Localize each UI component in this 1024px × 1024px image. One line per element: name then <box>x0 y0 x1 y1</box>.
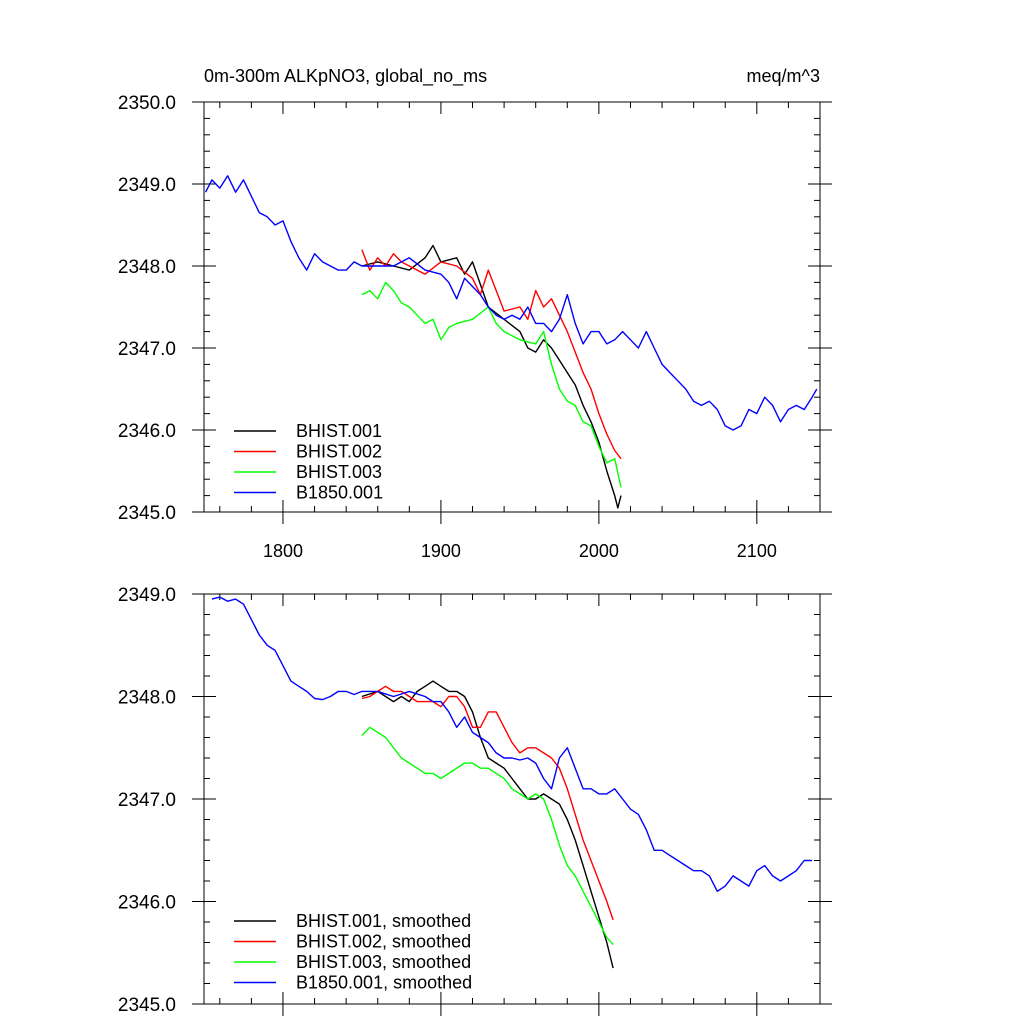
bottom-chart-frame <box>203 593 821 1005</box>
top-chart-frame <box>203 101 821 513</box>
top-chart-series-1 <box>361 244 622 509</box>
bottom-chart-series-3 <box>361 726 614 946</box>
bottom-chart-legend-label: BHIST.001, smoothed <box>296 911 471 931</box>
top-chart-legend-label: BHIST.001 <box>296 421 382 441</box>
bottom-chart-ytick-label: 2345.0 <box>118 995 176 1016</box>
top-chart-xtick-label: 1800 <box>263 541 303 561</box>
bottom-chart-legend-label: B1850.001, smoothed <box>296 973 472 993</box>
top-chart-title-right: meq/m^3 <box>747 66 820 86</box>
top-chart-legend-label: BHIST.003 <box>296 462 382 482</box>
top-chart-ytick-label: 2347.0 <box>118 339 176 360</box>
top-chart-series-4 <box>204 175 818 431</box>
top-chart-legend-label: BHIST.002 <box>296 442 382 462</box>
bottom-chart-legend-label: BHIST.002, smoothed <box>296 932 471 952</box>
bottom-chart: 2345.0 2346.0 2347.0 2348.0 2349.0 BHIST.001… <box>118 585 832 1016</box>
top-chart-ytick-label: 2346.0 <box>118 421 176 442</box>
top-chart-legend-label: B1850.001 <box>296 483 383 503</box>
top-chart-title-left: 0m-300m ALKpNO3, global_no_ms <box>204 66 487 87</box>
top-chart-ytick-label: 2349.0 <box>118 175 176 196</box>
bottom-chart-series-2 <box>361 685 614 921</box>
top-chart-series-3 <box>361 281 622 488</box>
bottom-chart-legend-label: BHIST.003, smoothed <box>296 952 471 972</box>
top-chart-ytick-label: 2348.0 <box>118 257 176 278</box>
top-chart-xtick-label: 2000 <box>579 541 619 561</box>
top-chart-xtick-label: 1900 <box>421 541 461 561</box>
bottom-chart-ytick-label: 2348.0 <box>118 688 176 709</box>
top-chart-ticks: 1800 1900 2000 2100 2345.0 2346.0 2347.0 2348.0… <box>118 93 832 561</box>
bottom-chart-series-4 <box>211 596 813 892</box>
bottom-chart-ticks: 2345.0 2346.0 2347.0 2348.0 2349.0 <box>118 585 832 1016</box>
bottom-chart-ytick-label: 2347.0 <box>118 790 176 811</box>
bottom-chart-ytick-label: 2349.0 <box>118 585 176 606</box>
bottom-chart-series-1 <box>361 680 614 969</box>
top-chart: 0m-300m ALKpNO3, global_no_ms meq/m^3 18… <box>118 66 832 561</box>
top-chart-ytick-label: 2350.0 <box>118 93 176 114</box>
bottom-chart-ytick-label: 2346.0 <box>118 893 176 914</box>
top-chart-series <box>204 175 818 509</box>
top-chart-xtick-label: 2100 <box>737 541 777 561</box>
bottom-chart-series <box>211 596 813 969</box>
top-chart-series-2 <box>361 249 622 460</box>
top-chart-ytick-label: 2345.0 <box>118 503 176 524</box>
